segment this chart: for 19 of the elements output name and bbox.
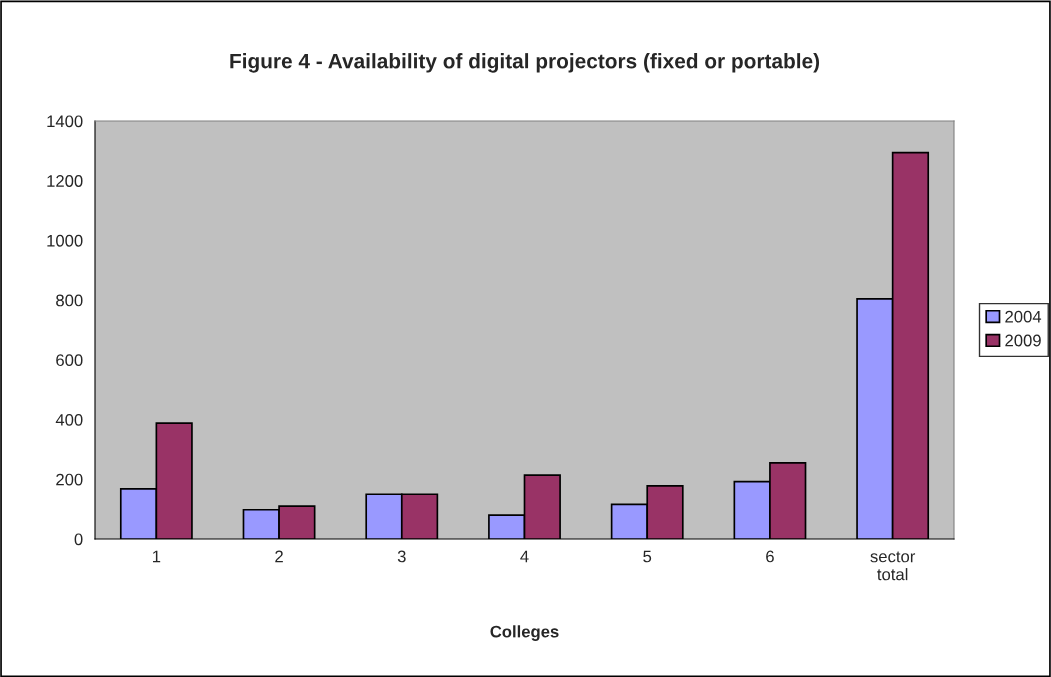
legend-label: 2004: [1005, 310, 1042, 323]
y-tick-label: 1400: [47, 115, 83, 128]
x-tick-label: 4: [520, 550, 529, 563]
x-axis-title: Colleges: [490, 625, 559, 641]
y-tick-label: 400: [55, 413, 83, 426]
legend-label: 2009: [1005, 334, 1041, 347]
x-tick-label: sector total: [870, 551, 916, 581]
y-tick-label: 600: [56, 354, 83, 367]
x-tick-label: 3: [397, 550, 406, 563]
y-tick-label: 0: [74, 533, 83, 546]
x-tick-label: 5: [643, 550, 652, 563]
chart-title: Figure 4 - Availability of digital projectors (fixed or portable): [230, 53, 820, 73]
y-tick-label: 800: [56, 294, 83, 307]
y-tick-label: 200: [56, 473, 83, 486]
y-tick-label: 1000: [47, 234, 83, 247]
x-tick-label: 2: [275, 550, 283, 563]
y-tick-label: 1200: [47, 175, 83, 187]
x-tick-label: 1: [152, 550, 161, 563]
x-tick-label: 6: [766, 550, 774, 563]
